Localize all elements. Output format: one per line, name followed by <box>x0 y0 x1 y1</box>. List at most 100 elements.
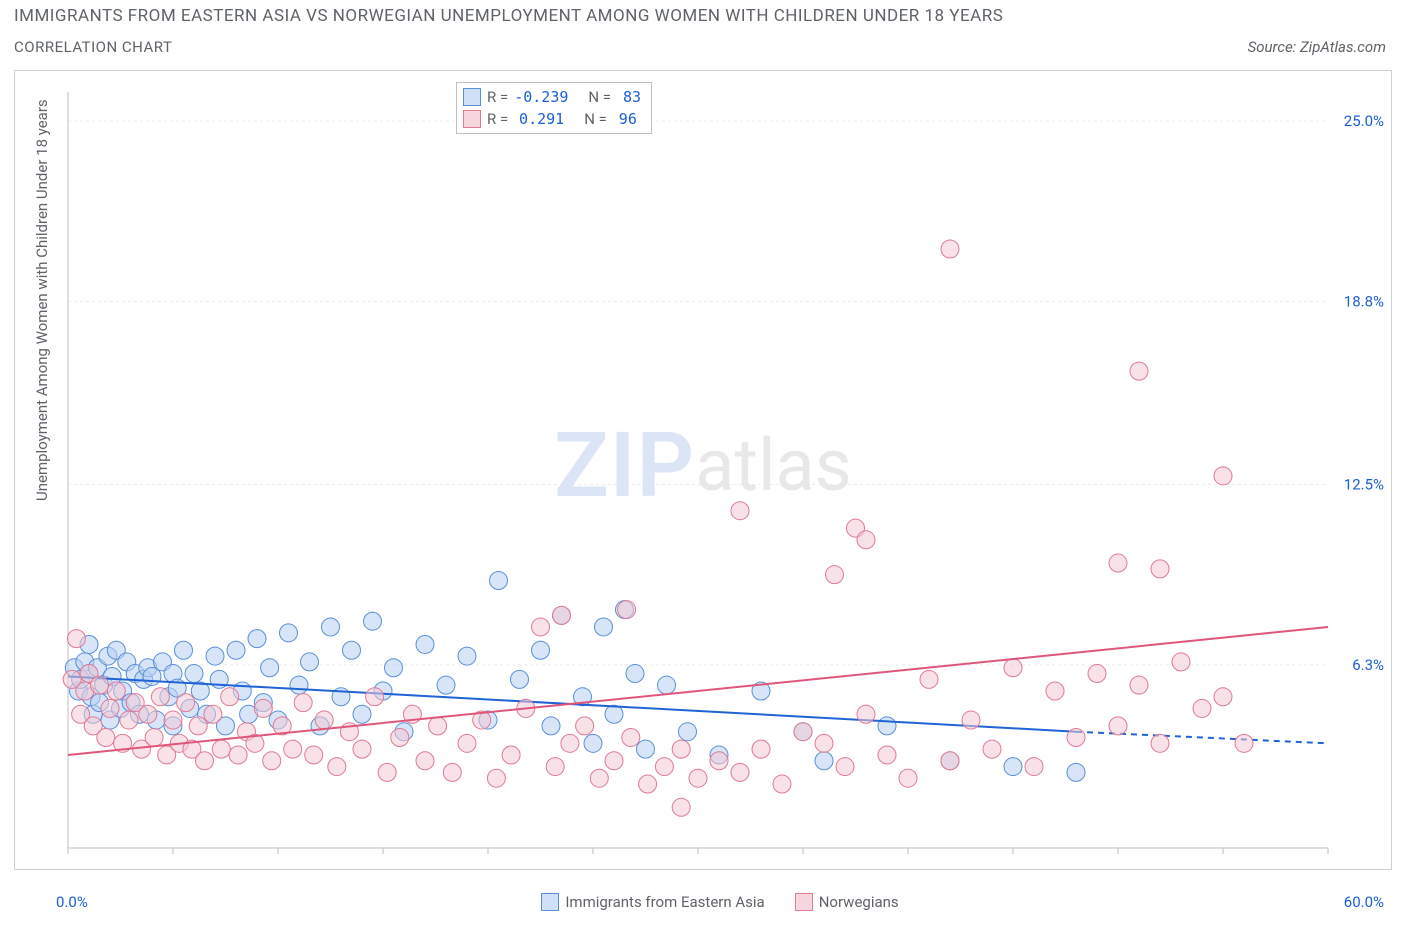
data-point <box>263 752 281 770</box>
data-point <box>301 653 319 671</box>
data-point <box>391 729 409 747</box>
data-point <box>343 641 361 659</box>
data-point <box>437 676 455 694</box>
data-point <box>487 769 505 787</box>
legend-label: Immigrants from Eastern Asia <box>565 893 764 911</box>
data-point <box>1067 729 1085 747</box>
n-label: N = <box>584 110 607 128</box>
data-point <box>1046 682 1064 700</box>
data-point <box>941 240 959 258</box>
data-point <box>655 758 673 776</box>
data-point <box>1172 653 1190 671</box>
data-point <box>443 763 461 781</box>
data-point <box>429 717 447 735</box>
data-point <box>731 502 749 520</box>
data-point <box>672 798 690 816</box>
data-point <box>639 775 657 793</box>
r-label: R = <box>487 110 508 128</box>
data-point <box>120 711 138 729</box>
data-point <box>731 763 749 781</box>
data-point <box>107 682 125 700</box>
data-point <box>794 723 812 741</box>
data-point <box>710 752 728 770</box>
data-point <box>458 734 476 752</box>
stats-row: R =-0.239N =83 <box>463 86 641 108</box>
data-point <box>305 746 323 764</box>
data-point <box>151 688 169 706</box>
data-point <box>773 775 791 793</box>
stats-row: R =0.291N =96 <box>463 108 641 130</box>
data-point <box>1109 554 1127 572</box>
data-point <box>206 647 224 665</box>
data-point <box>1025 758 1043 776</box>
data-point <box>637 740 655 758</box>
data-point <box>857 531 875 549</box>
data-point <box>1214 688 1232 706</box>
y-tick-label: 12.5% <box>1344 476 1384 494</box>
data-point <box>145 729 163 747</box>
data-point <box>353 705 371 723</box>
data-point <box>1004 659 1022 677</box>
data-point <box>532 618 550 636</box>
data-point <box>752 740 770 758</box>
data-point <box>416 752 434 770</box>
legend-swatch <box>463 88 481 106</box>
page: IMMIGRANTS FROM EASTERN ASIA VS NORWEGIA… <box>0 0 1406 930</box>
data-point <box>458 647 476 665</box>
data-point <box>618 601 636 619</box>
chart-subtitle: CORRELATION CHART <box>14 38 172 56</box>
data-point <box>221 688 239 706</box>
legend-swatch <box>795 893 813 911</box>
data-point <box>490 571 508 589</box>
data-point <box>290 676 308 694</box>
x-axis-footer: 0.0% Immigrants from Eastern AsiaNorwegi… <box>50 875 1390 915</box>
data-point <box>1067 763 1085 781</box>
data-point <box>1193 699 1211 717</box>
data-point <box>353 740 371 758</box>
data-point <box>196 752 214 770</box>
data-point <box>204 705 222 723</box>
data-point <box>590 769 608 787</box>
scatter-plot: 6.3%12.5%18.8%25.0% <box>50 78 1390 868</box>
data-point <box>920 670 938 688</box>
data-point <box>284 740 302 758</box>
data-point <box>67 630 85 648</box>
data-point <box>1235 734 1253 752</box>
data-point <box>1214 467 1232 485</box>
data-point <box>227 641 245 659</box>
data-point <box>511 670 529 688</box>
data-point <box>815 734 833 752</box>
legend-item: Immigrants from Eastern Asia <box>541 893 764 911</box>
data-point <box>1088 665 1106 683</box>
legend-label: Norwegians <box>819 893 899 911</box>
data-point <box>962 711 980 729</box>
data-point <box>185 665 203 683</box>
source-label: Source: ZipAtlas.com <box>1248 38 1386 56</box>
data-point <box>328 758 346 776</box>
data-point <box>532 641 550 659</box>
data-point <box>101 699 119 717</box>
data-point <box>212 740 230 758</box>
data-point <box>576 717 594 735</box>
data-point <box>1151 560 1169 578</box>
data-point <box>1130 676 1148 694</box>
data-point <box>561 734 579 752</box>
data-point <box>1004 758 1022 776</box>
data-point <box>878 717 896 735</box>
data-point <box>261 659 279 677</box>
chart-title: IMMIGRANTS FROM EASTERN ASIA VS NORWEGIA… <box>14 6 1003 26</box>
data-point <box>595 618 613 636</box>
n-value: 96 <box>613 110 637 128</box>
data-point <box>364 612 382 630</box>
data-point <box>815 752 833 770</box>
data-point <box>941 752 959 770</box>
data-point <box>878 746 896 764</box>
data-point <box>229 746 247 764</box>
data-point <box>294 694 312 712</box>
data-point <box>679 723 697 741</box>
stats-box: R =-0.239N =83R =0.291N =96 <box>456 82 652 134</box>
y-axis-title: Unemployment Among Women with Children U… <box>33 99 51 501</box>
data-point <box>584 734 602 752</box>
data-point <box>1109 717 1127 735</box>
data-point <box>658 676 676 694</box>
